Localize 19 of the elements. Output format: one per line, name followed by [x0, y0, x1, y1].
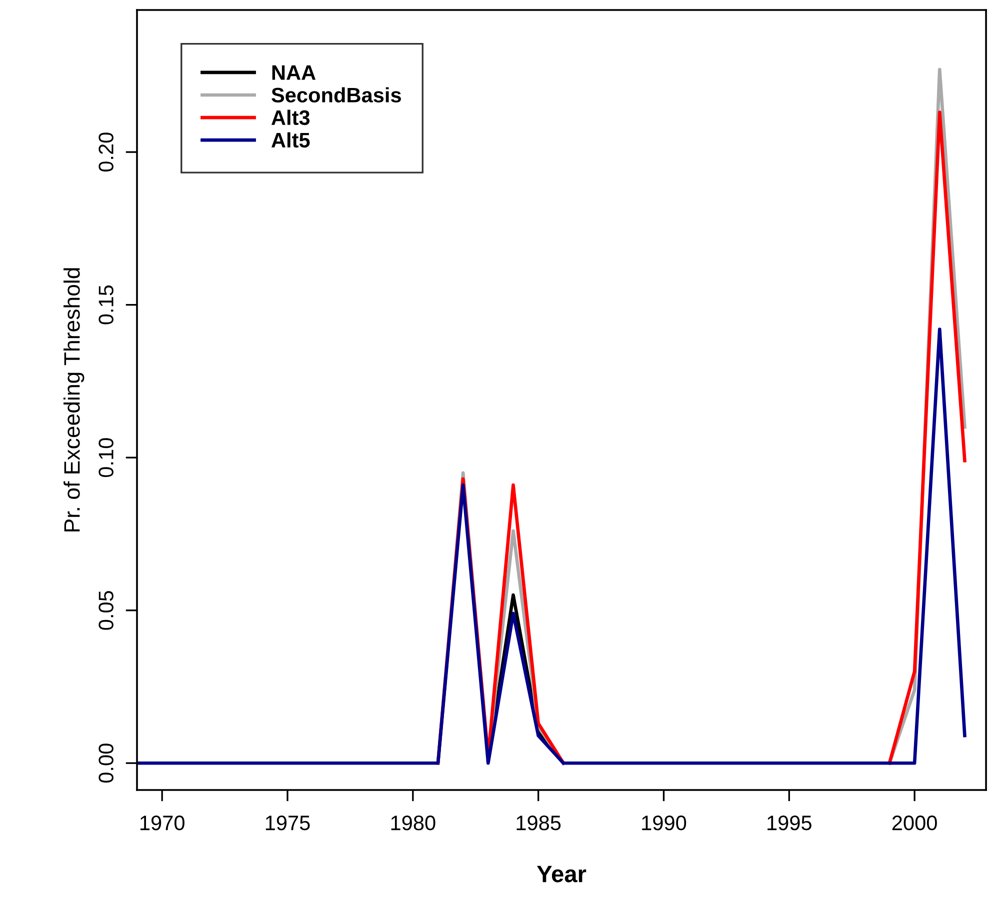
y-tick-label: 0.20	[98, 132, 114, 172]
x-tick-label: 1970	[140, 816, 184, 830]
legend-label: NAA	[272, 65, 316, 80]
y-tick-label: 0.15	[98, 285, 114, 324]
x-tick-label: 1990	[642, 816, 686, 830]
line-series	[137, 328, 966, 765]
y-tick-label: 0.05	[98, 590, 114, 630]
x-tick-label: 2000	[892, 816, 937, 830]
y-tick-label: 0.00	[98, 744, 114, 783]
x-axis-title: Year	[536, 866, 586, 882]
x-tick-label: 1995	[768, 816, 812, 830]
y-axis-title: Pr. of Exceeding Threshold	[64, 268, 84, 532]
legend-label: Alt3	[271, 110, 310, 126]
legend-label: SecondBasis	[272, 87, 401, 102]
x-tick-label: 1985	[516, 816, 561, 830]
x-tick-label: 1975	[266, 816, 310, 830]
y-tick-label: 0.10	[98, 438, 114, 478]
legend-label: Alt5	[271, 132, 310, 148]
x-tick-label: 1980	[391, 816, 436, 830]
